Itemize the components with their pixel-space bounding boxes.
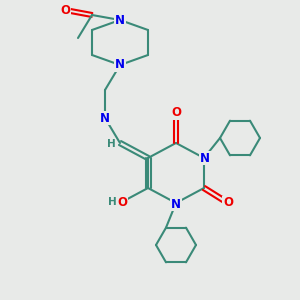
Text: N: N bbox=[200, 152, 210, 164]
Text: N: N bbox=[115, 14, 125, 26]
Text: O: O bbox=[223, 196, 233, 209]
Text: N: N bbox=[115, 58, 125, 71]
Text: N: N bbox=[171, 197, 181, 211]
Text: N: N bbox=[100, 112, 110, 124]
Text: H: H bbox=[106, 139, 116, 149]
Text: H: H bbox=[108, 197, 116, 207]
Text: O: O bbox=[117, 196, 127, 209]
Text: O: O bbox=[60, 4, 70, 16]
Text: O: O bbox=[171, 106, 181, 119]
